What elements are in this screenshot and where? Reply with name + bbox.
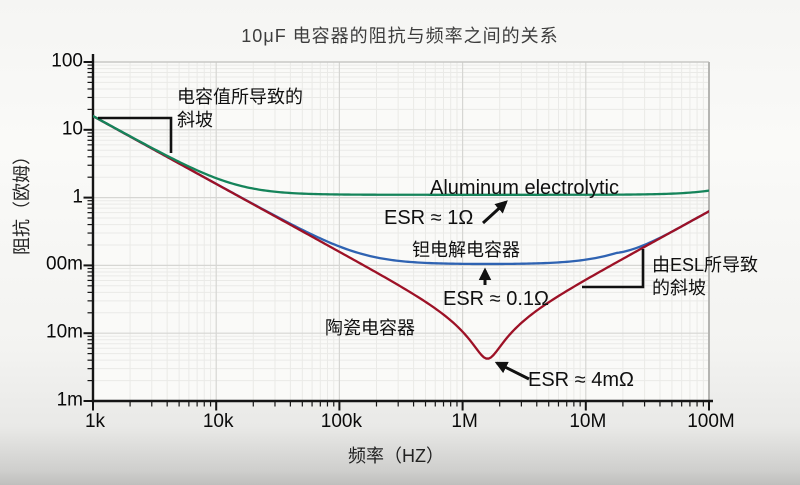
x-tick-label: 10M xyxy=(569,411,607,432)
label-esr-0p1ohm: ESR ≈ 0.1Ω xyxy=(443,288,549,310)
label-ceramic: 陶瓷电容器 xyxy=(325,318,415,338)
curve-ceramic xyxy=(93,114,709,360)
annotation-capacitance-slope: 电容值所导致的 斜坡 xyxy=(177,87,303,131)
bracket-capacitance-slope xyxy=(98,116,173,153)
x-tick-label: 100k xyxy=(320,411,362,432)
label-tantalum: 钽电解电容器 xyxy=(412,240,520,260)
label-esr-1ohm: ESR ≈ 1Ω xyxy=(384,207,474,229)
label-aluminum-electrolytic: Aluminum electrolytic xyxy=(430,177,619,199)
chart-title: 10μF 电容器的阻抗与频率之间的关系 xyxy=(241,26,559,46)
x-tick-label: 1M xyxy=(451,411,478,432)
y-tick-label: 1m xyxy=(56,389,83,411)
arrow-to-aluminum-curve xyxy=(481,200,508,225)
y-tick-label: 00m xyxy=(46,253,83,275)
bracket-esl-slope xyxy=(582,249,645,289)
ticks-major xyxy=(83,61,710,411)
x-axis-label: 频率（HZ） xyxy=(348,446,444,466)
x-tick-label: 100M xyxy=(687,411,735,432)
x-tick-label: 1k xyxy=(84,411,106,432)
x-tick-label: 10k xyxy=(202,411,234,432)
grid-major xyxy=(93,62,709,401)
curve-aluminum xyxy=(93,114,709,196)
label-esr-4mohm: ESR ≈ 4mΩ xyxy=(528,369,634,391)
arrow-to-ceramic-dip xyxy=(494,361,530,381)
y-tick-label: 100 xyxy=(51,50,83,72)
annotation-esl-slope: 由ESL所导致 的斜坡 xyxy=(652,255,759,299)
plot-area xyxy=(93,62,709,401)
y-tick-label: 10 xyxy=(61,118,83,140)
y-tick-label: 1 xyxy=(72,186,83,208)
y-tick-label: 10m xyxy=(46,321,83,343)
